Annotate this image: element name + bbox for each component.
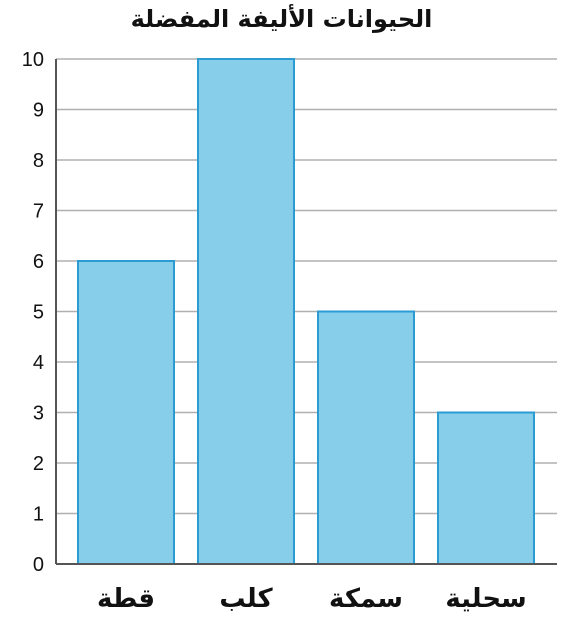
y-tick-label: 9 [33, 100, 44, 122]
x-category-label: سمكة [329, 584, 403, 614]
y-tick-label: 6 [33, 251, 44, 273]
chart-title: الحيوانات الأليفة المفضلة [130, 5, 433, 33]
y-tick-label: 2 [33, 453, 44, 475]
bar [197, 58, 295, 565]
x-category-labels: قطة كلب سمكة سحلية [97, 584, 527, 614]
y-tick-label: 4 [33, 352, 44, 374]
y-tick-labels: 0 1 2 3 4 5 6 7 8 9 10 [22, 49, 44, 576]
x-category-label: قطة [97, 584, 155, 614]
x-category-label: كلب [219, 584, 273, 614]
bars [77, 58, 535, 565]
bar [317, 310, 415, 565]
bar [437, 411, 535, 565]
y-tick-label: 3 [33, 403, 44, 425]
y-tick-label: 0 [33, 554, 44, 576]
axes [55, 59, 557, 565]
y-tick-label: 8 [33, 150, 44, 172]
y-tick-label: 1 [33, 504, 44, 526]
y-tick-label: 10 [22, 49, 44, 71]
x-category-label: سحلية [445, 584, 526, 614]
y-tick-label: 7 [33, 201, 44, 223]
y-tick-label: 5 [33, 302, 44, 324]
bar [77, 260, 175, 565]
